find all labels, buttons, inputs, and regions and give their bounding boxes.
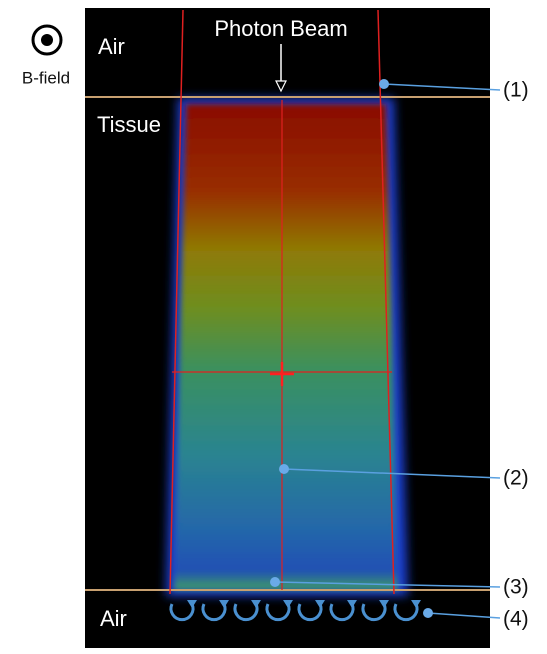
bfield-label: B-field	[22, 68, 70, 87]
region-label: Air	[98, 34, 125, 59]
callout-label: (2)	[503, 467, 529, 490]
region-label: Tissue	[97, 112, 161, 137]
callout-label: (4)	[503, 608, 529, 631]
dose-distribution	[174, 104, 398, 590]
callout-label: (3)	[503, 576, 529, 599]
diagram: (1) (2) (3) (4) Photon Beam Air Tissue A…	[0, 0, 547, 654]
bfield-symbol	[41, 34, 53, 46]
beam-label: Photon Beam	[214, 16, 347, 41]
callout-label: (1)	[503, 79, 529, 102]
region-label: Air	[100, 606, 127, 631]
